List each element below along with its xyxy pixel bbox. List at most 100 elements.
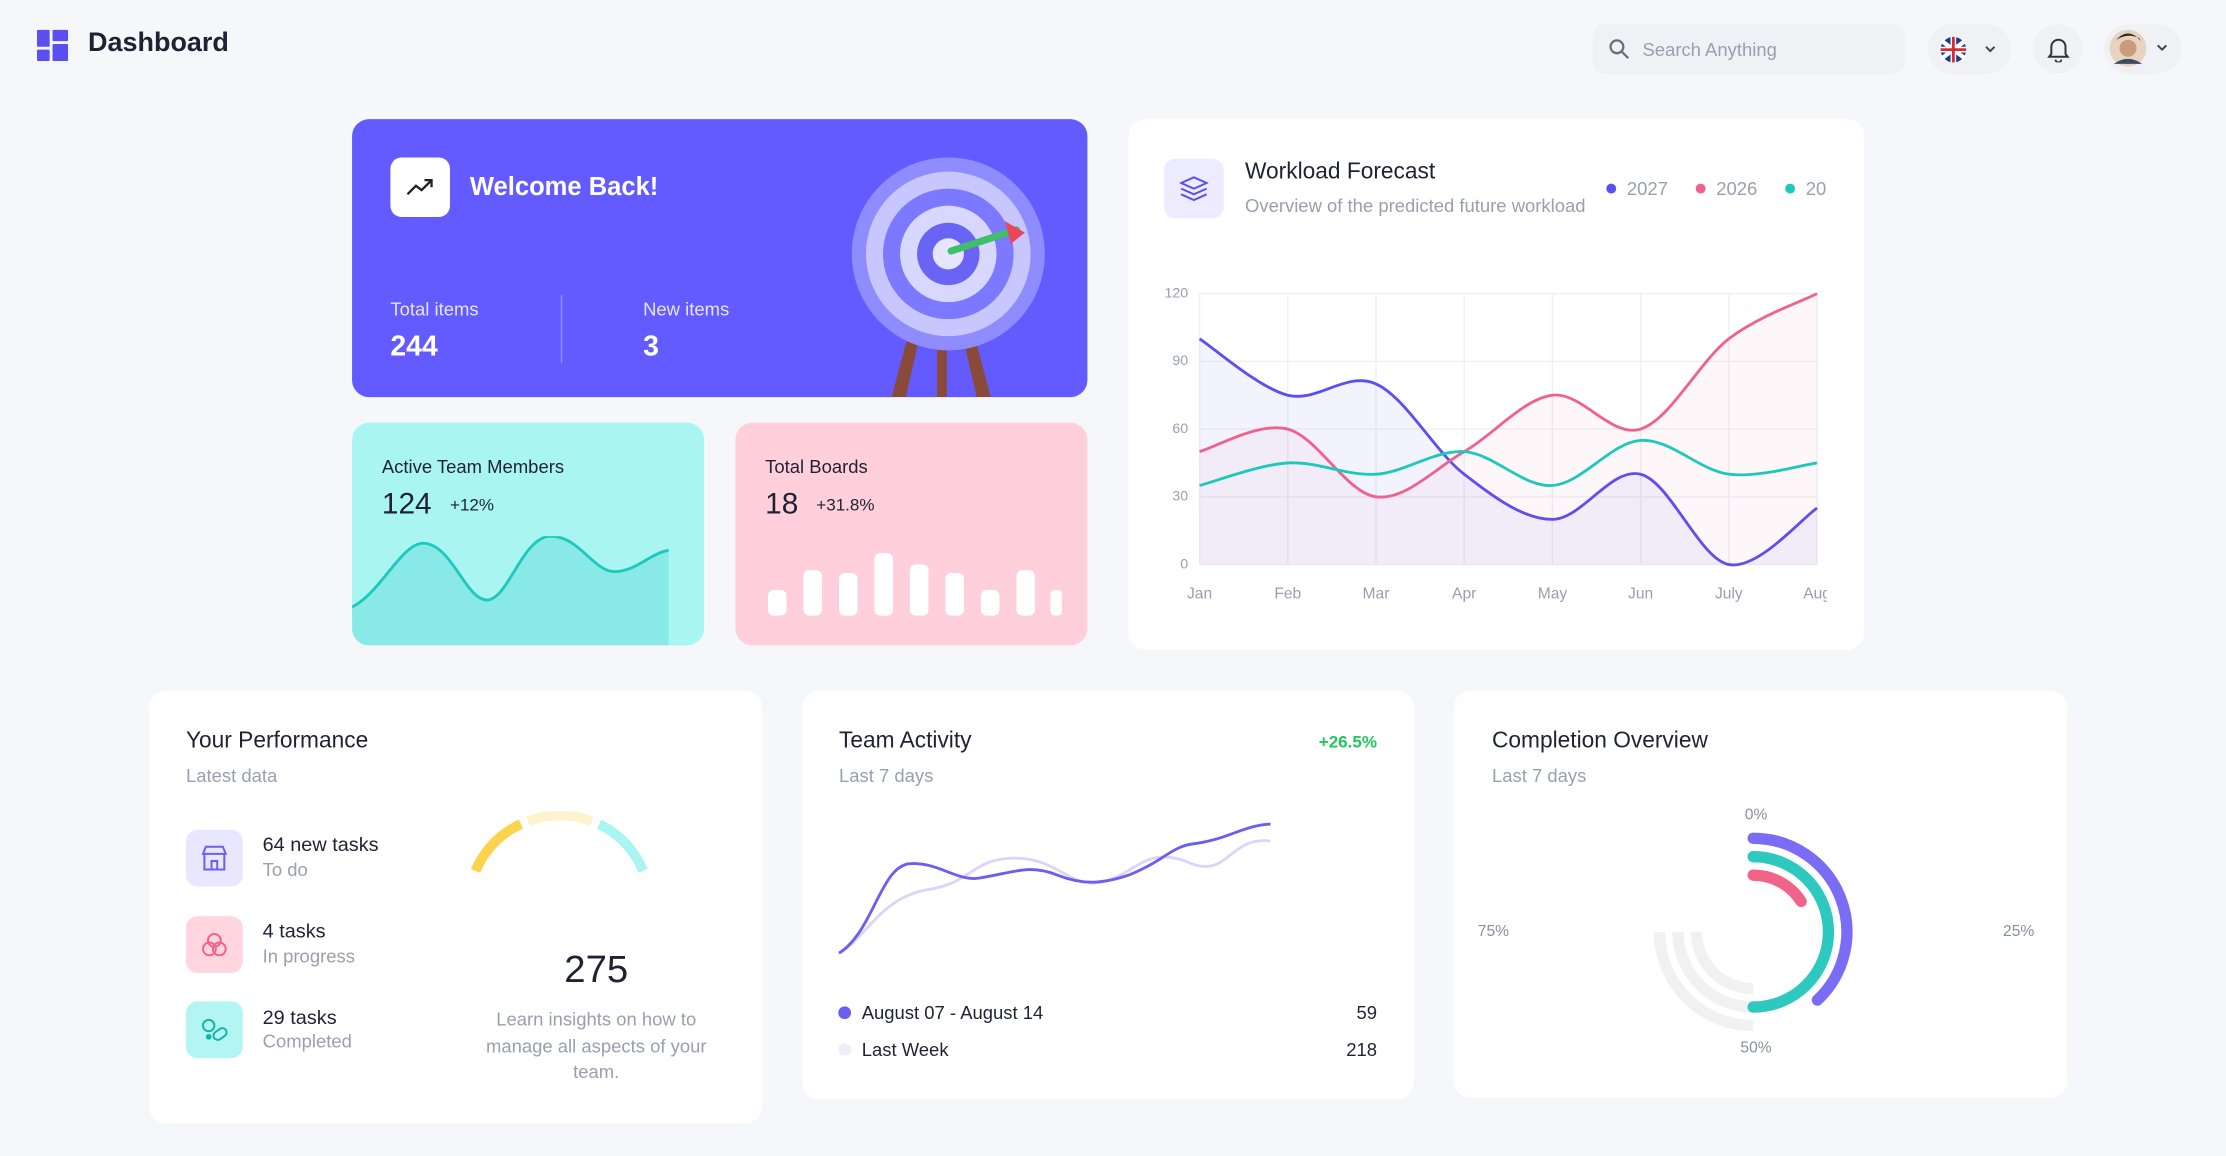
performance-card: Your Performance Latest data 64 new task… (149, 690, 763, 1124)
gauge (470, 811, 648, 873)
track (1672, 931, 1754, 1013)
radial-chart: 0% 25% 50% 75% (1478, 807, 2035, 1057)
legend-dot (1785, 183, 1796, 194)
sparkline (352, 536, 669, 646)
tick-label: 25% (2003, 923, 2034, 940)
track (1653, 931, 1754, 1032)
stat-change: +12% (450, 495, 495, 515)
legend-label: 2026 (1716, 178, 1757, 199)
trend-icon (406, 179, 433, 196)
legend-dots (838, 1006, 852, 1056)
flag-icon (1940, 36, 1996, 63)
description: Learn insights on how to manage all aspe… (485, 1008, 707, 1083)
legend-label: 2025 (1806, 178, 1847, 199)
card-subtitle: Last 7 days (838, 765, 934, 787)
y-tick-label: 120 (1165, 285, 1189, 301)
legend-label: 2027 (1627, 178, 1668, 199)
activity-lines (838, 822, 1271, 955)
stat-label: Total items (390, 298, 479, 320)
item-title: 4 tasks (262, 919, 326, 942)
series-line (1199, 292, 1818, 499)
ring-arc (1747, 832, 1853, 1006)
ring-arc (1747, 869, 1807, 908)
stat-label: New items (643, 298, 730, 320)
search-placeholder: Search Anything (1642, 39, 1777, 61)
legend-label: August 07 - August 14 (861, 1002, 1044, 1024)
bar-sparkline (768, 553, 1062, 616)
team-activity-card: Team Activity Last 7 days +26.5% August … (802, 690, 1414, 1100)
legend-dot (1606, 183, 1617, 194)
card-title: Workload Forecast (1244, 160, 1436, 185)
legend-value: 218 (1346, 1038, 1378, 1061)
series-line (1198, 337, 1818, 567)
welcome-title: Welcome Back! (469, 172, 659, 201)
stat-label: Active Team Members (381, 456, 565, 478)
item-status: In progress (262, 945, 355, 967)
stat-label: Total Boards (765, 456, 868, 478)
item-status: Completed (262, 1030, 352, 1052)
grid (1198, 292, 1818, 566)
completion-card: Completion Overview Last 7 days 0% 25% 50%… (1453, 690, 2067, 1098)
legend-value: 59 (1356, 1002, 1378, 1024)
track (1690, 931, 1754, 995)
tick-label: 75% (1478, 923, 1509, 940)
layers-icon-box (1164, 158, 1224, 219)
workload-card: Workload Forecast Overview of the predic… (1128, 119, 1864, 650)
card-subtitle: Latest data (185, 765, 278, 787)
tick-label: 50% (1740, 1039, 1771, 1056)
card-subtitle: Overview of the predicted future workloa… (1244, 195, 1586, 217)
x-tick-label: Aug (1803, 585, 1831, 602)
avatar (2109, 29, 2168, 67)
welcome-card: Welcome Back! Total items 244 New items … (352, 119, 1088, 398)
legend-dot (1695, 183, 1706, 194)
item-icon (185, 916, 243, 974)
tick-label: 0% (1745, 807, 1768, 824)
y-tick-label: 90 (1172, 353, 1188, 369)
x-tick-label: Mar (1363, 585, 1390, 602)
card-title: Your Performance (185, 729, 369, 754)
x-tick-label: Apr (1452, 585, 1476, 602)
search-box[interactable]: Search Anything (1592, 24, 1906, 74)
target-illustration (851, 157, 1045, 398)
total-boards-card: Total Boards 18 +31.8% (735, 422, 1088, 646)
stat-value: 124 (381, 487, 432, 521)
logo (36, 29, 69, 61)
bell-icon (2047, 38, 2070, 63)
change: +26.5% (1318, 731, 1378, 752)
x-tick-label: Jun (1628, 585, 1653, 602)
stat-value: 18 (765, 487, 799, 521)
ring-arc (1747, 851, 1835, 1013)
profile-menu[interactable] (2103, 24, 2182, 74)
card-subtitle: Last 7 days (1491, 765, 1587, 787)
item-status: To do (262, 858, 308, 881)
x-tick-label: Feb (1274, 585, 1301, 602)
x-tick-label: May (1538, 585, 1568, 602)
notifications-button[interactable] (2032, 24, 2083, 74)
total-value: 275 (564, 948, 629, 991)
series-line (1199, 438, 1818, 487)
item-title: 29 tasks (262, 1005, 337, 1029)
x-tick-label: July (1715, 585, 1743, 602)
clipped: Jan Feb Mar Apr May Jun July Aug 2027 2026 2025 (1187, 178, 1847, 602)
team-members-card: Active Team Members 124 +12% (352, 422, 705, 646)
stat-change: +31.8% (816, 495, 875, 515)
x-tick-label: Jan (1187, 585, 1212, 602)
legend-label: Last Week (861, 1038, 949, 1061)
card-title: Completion Overview (1491, 729, 1708, 754)
search-icon (1609, 39, 1630, 59)
area (1199, 338, 1818, 565)
y-tick-label: 60 (1172, 421, 1188, 437)
language-selector[interactable] (1927, 24, 2012, 74)
y-tick-label: 0 (1180, 556, 1188, 572)
stat-value: 244 (390, 331, 438, 363)
y-tick-label: 30 (1172, 489, 1188, 505)
item-title: 64 new tasks (262, 832, 379, 856)
layers-icon (1179, 176, 1209, 202)
trend-icon-box (390, 157, 451, 218)
app-title: Dashboard (88, 28, 229, 59)
item-icon (185, 829, 243, 887)
area (1199, 293, 1818, 565)
divider (560, 295, 563, 364)
stat-value: 3 (643, 331, 659, 363)
